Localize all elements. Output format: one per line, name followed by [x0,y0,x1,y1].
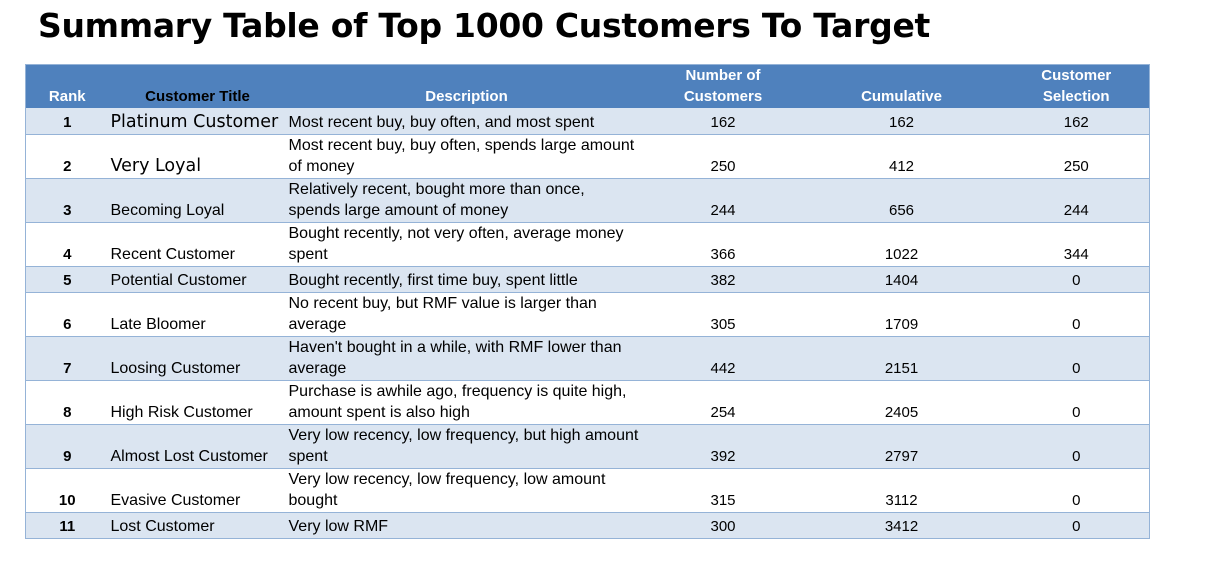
table-row: 1 Platinum Customer Most recent buy, buy… [25,108,1150,135]
table-row: 5 Potential Customer Bought recently, fi… [25,266,1150,293]
rank-cell: 11 [25,512,109,539]
rank-cell: 10 [25,468,109,513]
header-rank: Rank [48,88,86,105]
cumulative-cell: 656 [799,178,1004,223]
number-cell: 300 [646,512,800,539]
rank-cell: 3 [25,178,109,223]
cumulative-cell: 162 [799,108,1004,135]
rank-cell: 4 [25,222,109,267]
customer-title-cell: Late Bloomer [108,292,287,337]
customer-title-cell: Very Loyal [108,134,287,179]
description-cell: Bought recently, not very often, average… [286,222,647,267]
customer-title-cell: Platinum Customer [108,108,287,135]
number-cell: 254 [646,380,800,425]
customer-title-cell: Recent Customer [108,222,287,267]
cumulative-cell: 3112 [799,468,1004,513]
header-customer-selection-label: Customer Selection [1041,67,1112,105]
rank-cell: 1 [25,108,109,135]
table-row: 3 Becoming Loyal Relatively recent, boug… [25,178,1150,223]
selection-cell: 0 [1003,266,1150,293]
header-customer-title: Customer Title [145,88,250,105]
description-cell: Purchase is awhile ago, frequency is qui… [286,380,647,425]
selection-cell: 0 [1003,512,1150,539]
cumulative-cell: 3412 [799,512,1004,539]
selection-cell: 0 [1003,336,1150,381]
description-cell: Very low recency, low frequency, but hig… [286,424,647,469]
table-row: 2 Very Loyal Most recent buy, buy often,… [25,134,1150,179]
number-cell: 382 [646,266,800,293]
description-cell: Most recent buy, buy often, and most spe… [286,108,647,135]
header-number-of-customers-label: Number of Customers [683,67,763,105]
table-row: 8 High Risk Customer Purchase is awhile … [25,380,1150,425]
customer-title-cell: Evasive Customer [108,468,287,513]
table-row: 6 Late Bloomer No recent buy, but RMF va… [25,292,1150,337]
description-cell: Very low RMF [286,512,647,539]
customer-title-cell: High Risk Customer [108,380,287,425]
cumulative-cell: 2405 [799,380,1004,425]
number-cell: 162 [646,108,800,135]
rank-cell: 7 [25,336,109,381]
number-cell: 366 [646,222,800,267]
header-customer-selection: Customer Selection [1004,65,1150,109]
number-cell: 305 [646,292,800,337]
number-cell: 244 [646,178,800,223]
description-cell: No recent buy, but RMF value is larger t… [286,292,647,337]
table-row: 9 Almost Lost Customer Very low recency,… [25,424,1150,469]
number-cell: 392 [646,424,800,469]
table-row: 11 Lost Customer Very low RMF 300 3412 0 [25,512,1150,539]
description-cell: Relatively recent, bought more than once… [286,178,647,223]
header-number-of-customers: Number of Customers [647,65,800,109]
cumulative-cell: 1404 [799,266,1004,293]
selection-cell: 162 [1003,108,1150,135]
description-cell: Bought recently, first time buy, spent l… [286,266,647,293]
table-row: 10 Evasive Customer Very low recency, lo… [25,468,1150,513]
header-description: Description [425,88,508,105]
selection-cell: 250 [1003,134,1150,179]
rank-cell: 9 [25,424,109,469]
customer-title-cell: Potential Customer [108,266,287,293]
number-cell: 250 [646,134,800,179]
selection-cell: 0 [1003,380,1150,425]
rank-cell: 2 [25,134,109,179]
rank-cell: 6 [25,292,109,337]
customer-title-cell: Loosing Customer [108,336,287,381]
description-cell: Most recent buy, buy often, spends large… [286,134,647,179]
selection-cell: 244 [1003,178,1150,223]
table-header-row: Rank Customer Title Description Number o… [25,64,1150,109]
rank-cell: 5 [25,266,109,293]
description-cell: Very low recency, low frequency, low amo… [286,468,647,513]
number-cell: 442 [646,336,800,381]
cumulative-cell: 1709 [799,292,1004,337]
number-cell: 315 [646,468,800,513]
customer-title-cell: Lost Customer [108,512,287,539]
cumulative-cell: 412 [799,134,1004,179]
description-cell: Haven't bought in a while, with RMF lowe… [286,336,647,381]
cumulative-cell: 2797 [799,424,1004,469]
table-row: 4 Recent Customer Bought recently, not v… [25,222,1150,267]
selection-cell: 0 [1003,292,1150,337]
customer-title-cell: Almost Lost Customer [108,424,287,469]
selection-cell: 344 [1003,222,1150,267]
page-title: Summary Table of Top 1000 Customers To T… [38,6,931,45]
selection-cell: 0 [1003,424,1150,469]
summary-table: Rank Customer Title Description Number o… [25,64,1150,539]
rank-cell: 8 [25,380,109,425]
selection-cell: 0 [1003,468,1150,513]
cumulative-cell: 2151 [799,336,1004,381]
table-row: 7 Loosing Customer Haven't bought in a w… [25,336,1150,381]
header-cumulative: Cumulative [861,88,942,105]
customer-title-cell: Becoming Loyal [108,178,287,223]
cumulative-cell: 1022 [799,222,1004,267]
